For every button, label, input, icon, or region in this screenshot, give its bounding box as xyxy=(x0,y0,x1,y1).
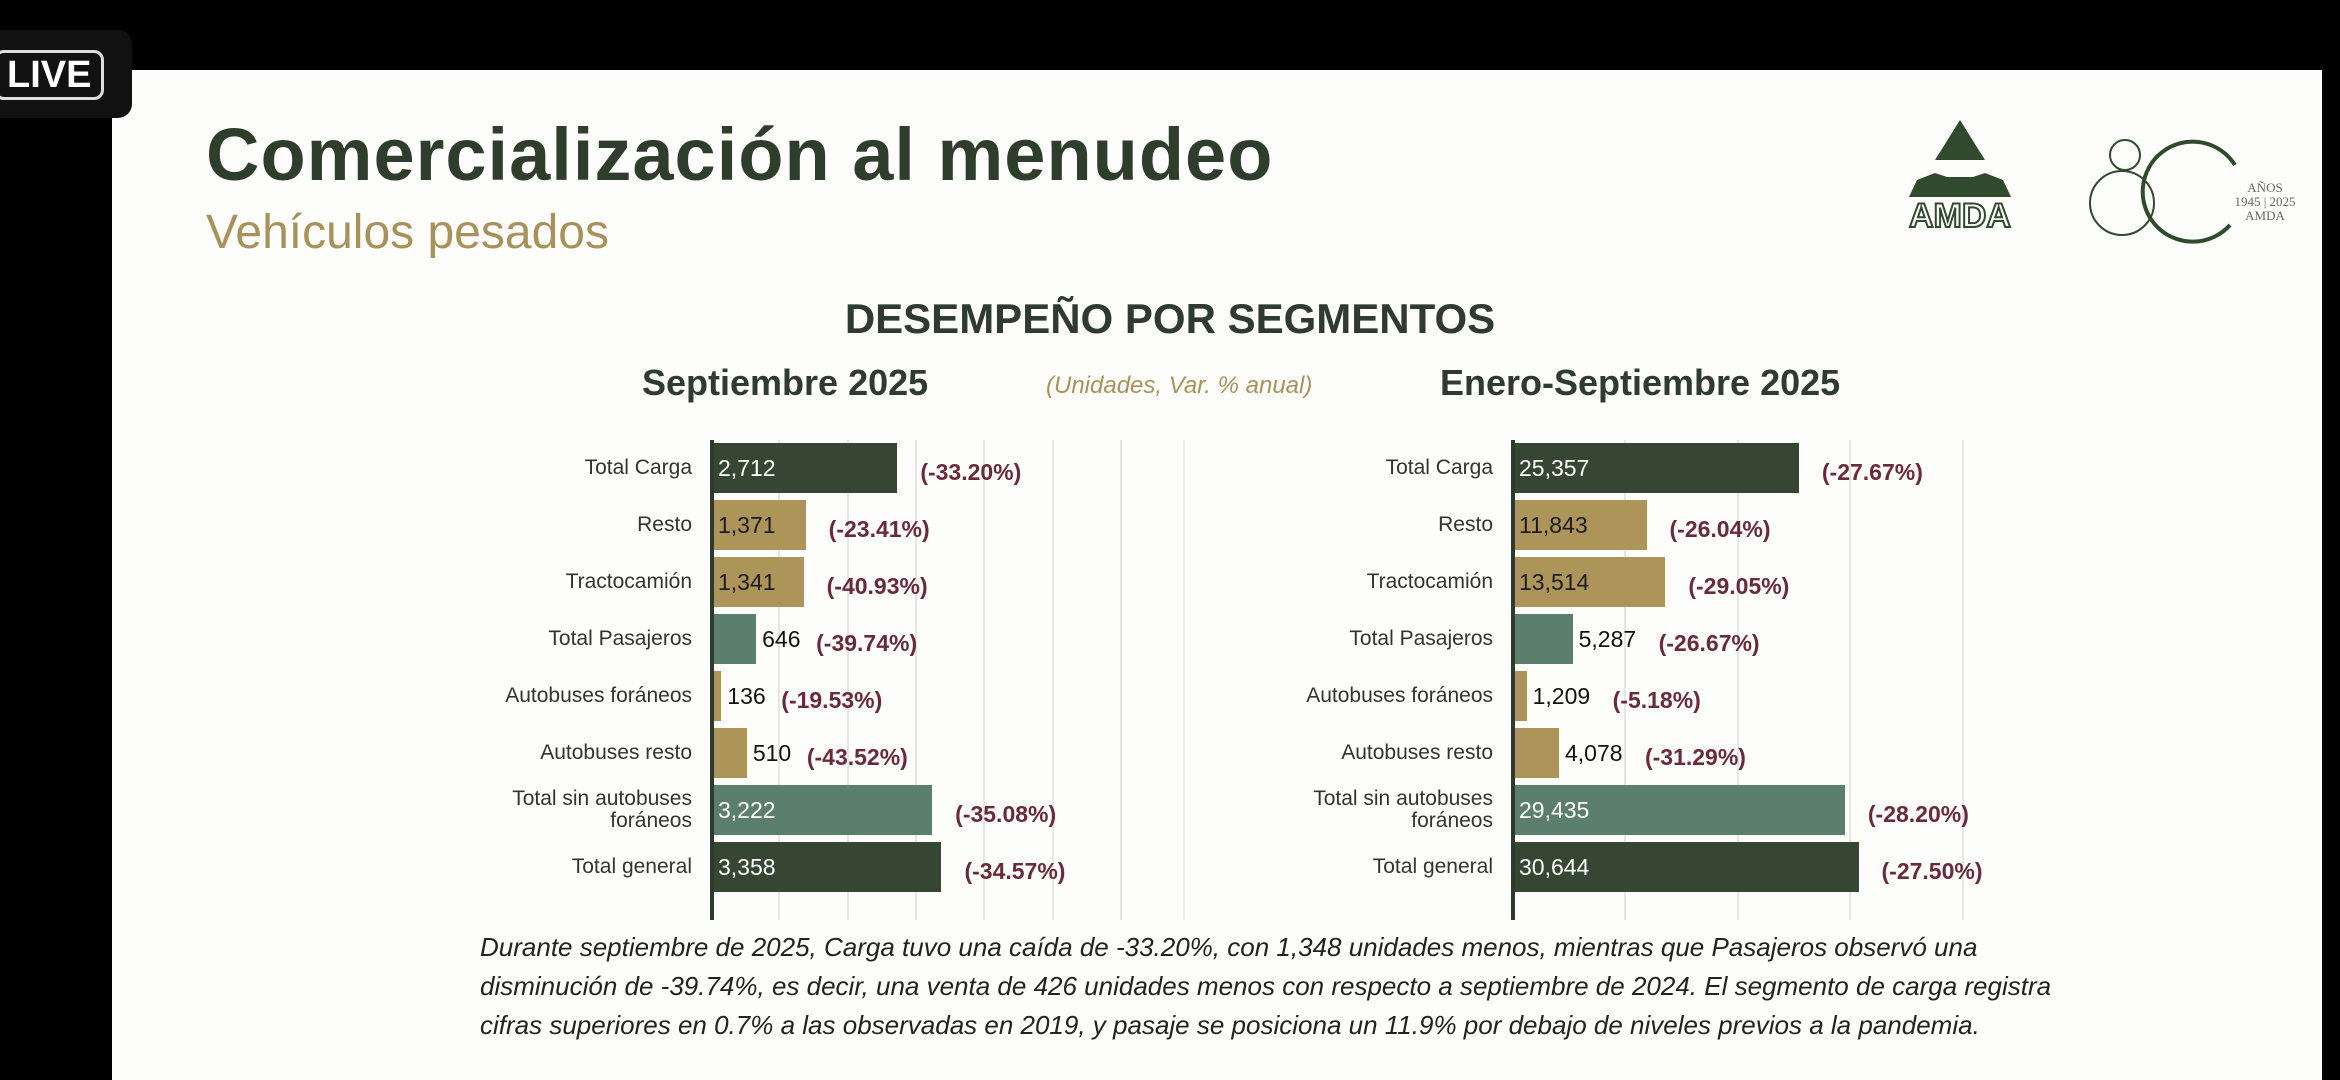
variation-label: (-29.05%) xyxy=(1688,573,1790,599)
gridline xyxy=(846,440,849,920)
units-note: (Unidades, Var. % anual) xyxy=(1046,372,1313,399)
gridline xyxy=(1120,440,1122,920)
category-label: Autobuses foráneos xyxy=(505,684,692,707)
variation-label: (-27.50%) xyxy=(1881,858,1983,884)
category-label: Total sin autobuses foráneos xyxy=(1313,787,1493,832)
variation-label: (-19.53%) xyxy=(781,687,883,713)
live-badge: LIVE xyxy=(0,30,132,118)
category-label: Resto xyxy=(1438,513,1493,536)
bar xyxy=(712,614,757,664)
chart-axis xyxy=(710,440,714,920)
amda-logo: AMDA xyxy=(1908,120,2012,235)
value-label: 136 xyxy=(727,683,766,709)
summary-paragraph: Durante septiembre de 2025, Carga tuvo u… xyxy=(480,932,2052,1040)
category-label: Autobuses foráneos xyxy=(1306,684,1493,707)
value-label: 11,843 xyxy=(1519,512,1588,538)
value-label: 510 xyxy=(752,740,792,766)
value-label: 3,358 xyxy=(718,854,776,880)
page-title: Comercialización al menudeo xyxy=(206,113,1274,196)
anniversary-years: AÑOS xyxy=(2247,180,2283,195)
bar xyxy=(1513,785,1845,835)
value-label: 25,357 xyxy=(1519,455,1590,481)
value-label: 30,644 xyxy=(1519,854,1590,880)
value-label: 2,712 xyxy=(718,455,776,481)
variation-label: (-40.93%) xyxy=(826,573,928,599)
live-label: LIVE xyxy=(0,50,105,100)
variation-label: (-39.74%) xyxy=(816,630,918,656)
chart-divider xyxy=(1183,440,1185,920)
variation-label: (-5.18%) xyxy=(1612,687,1701,713)
variation-label: (-26.04%) xyxy=(1669,516,1771,542)
slide xyxy=(112,70,2322,1080)
gridline xyxy=(1736,440,1739,920)
variation-label: (-33.20%) xyxy=(920,459,1022,485)
variation-label: (-35.08%) xyxy=(955,801,1057,827)
bar xyxy=(712,500,806,550)
category-label: Tractocamión xyxy=(565,570,692,593)
value-label: 1,209 xyxy=(1532,683,1591,709)
section-title: DESEMPEÑO POR SEGMENTOS xyxy=(844,295,1496,342)
category-label: Total Pasajeros xyxy=(548,627,692,650)
chart-title-month: Septiembre 2025 xyxy=(642,362,929,403)
value-label: 646 xyxy=(762,626,801,652)
bar xyxy=(712,671,722,721)
bar xyxy=(712,557,804,607)
page-subtitle: Vehículos pesados xyxy=(206,206,609,259)
variation-label: (-28.20%) xyxy=(1867,801,1969,827)
category-label: Resto xyxy=(637,513,692,536)
category-label: Tractocamión xyxy=(1366,570,1493,593)
gridline xyxy=(1623,440,1626,920)
value-label: 3,222 xyxy=(718,797,776,823)
bar xyxy=(1513,500,1647,550)
gridline xyxy=(1962,440,1964,920)
gridline xyxy=(983,440,986,920)
bar xyxy=(1513,728,1559,778)
variation-label: (-23.41%) xyxy=(828,516,930,542)
value-label: 1,371 xyxy=(718,512,776,538)
gridline xyxy=(1051,440,1054,920)
bar xyxy=(1513,443,1799,493)
anniversary-logo: 80 AÑOS 1945 | 2025 AMDA xyxy=(2085,125,2305,245)
bar xyxy=(1513,557,1666,607)
gridline xyxy=(778,440,781,920)
category-label: Total Carga xyxy=(1385,456,1493,479)
bar xyxy=(1513,671,1527,721)
bar xyxy=(712,728,747,778)
value-label: 1,341 xyxy=(718,569,776,595)
value-label: 29,435 xyxy=(1519,797,1590,823)
bar xyxy=(1513,614,1573,664)
chart-axis xyxy=(1511,440,1515,920)
variation-label: (-26.67%) xyxy=(1658,630,1760,656)
category-label: Total Pasajeros xyxy=(1349,627,1493,650)
value-label: 5,287 xyxy=(1578,626,1637,652)
variation-label: (-34.57%) xyxy=(964,858,1066,884)
gridline xyxy=(915,440,917,920)
anniversary-range: 1945 | 2025 xyxy=(2234,194,2296,209)
bar xyxy=(712,785,933,835)
chart-title-ytd: Enero-Septiembre 2025 xyxy=(1440,362,1841,403)
bar xyxy=(712,443,898,493)
category-label: Total Carga xyxy=(584,456,692,479)
gridline xyxy=(1849,440,1852,920)
variation-label: (-43.52%) xyxy=(806,744,908,770)
anniversary-org: AMDA xyxy=(2245,208,2285,223)
category-label: Autobuses resto xyxy=(540,741,692,764)
value-label: 13,514 xyxy=(1519,569,1590,595)
variation-label: (-31.29%) xyxy=(1644,744,1746,770)
bar xyxy=(1513,842,1859,892)
bar xyxy=(712,842,942,892)
category-label: Total general xyxy=(1372,855,1493,878)
value-label: 4,078 xyxy=(1564,740,1623,766)
category-label: Autobuses resto xyxy=(1341,741,1493,764)
amda-logo-text: AMDA xyxy=(1909,197,2011,235)
category-label: Total general xyxy=(571,855,692,878)
variation-label: (-27.67%) xyxy=(1821,459,1923,485)
category-label: Total sin autobuses foráneos xyxy=(512,787,692,832)
